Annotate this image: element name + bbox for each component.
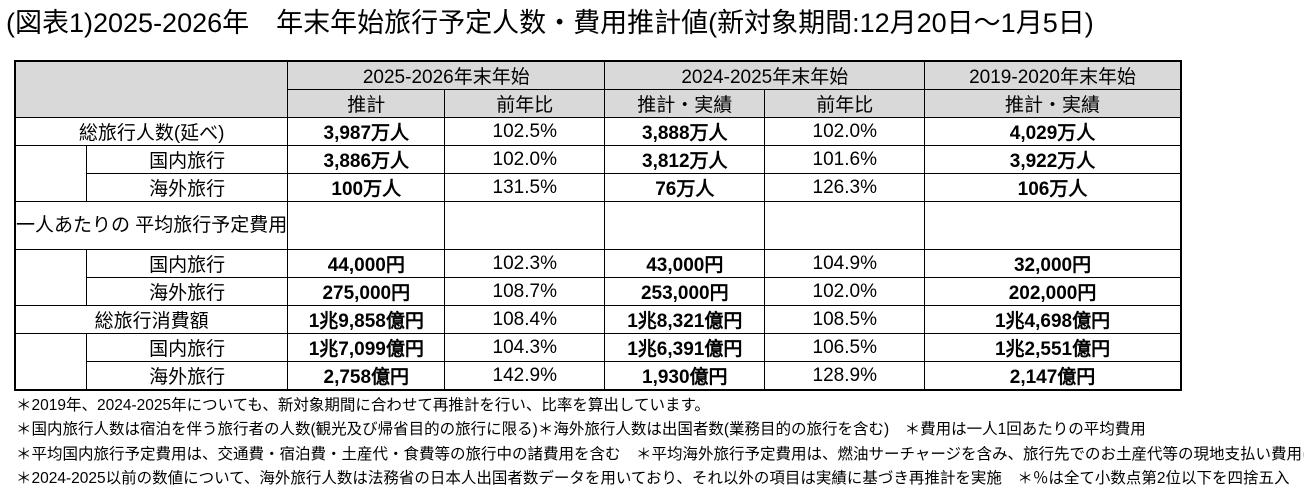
cell-value: 2,758億円 bbox=[287, 361, 446, 391]
cell-value: 76万人 bbox=[604, 173, 766, 202]
cell-value: 3,888万人 bbox=[604, 117, 766, 146]
footnote-2: ＊国内旅行人数は宿泊を伴う旅行者の人数(観光及び帰省目的の旅行に限る)＊海外旅行… bbox=[16, 421, 1146, 439]
cell-value: 1,930億円 bbox=[604, 361, 766, 391]
row-label: 国内旅行 bbox=[86, 145, 289, 174]
cell-value bbox=[764, 201, 926, 250]
col-group-2025-2026: 2025-2026年末年始 bbox=[287, 60, 606, 90]
travel-estimates-table: 2025-2026年末年始 2024-2025年末年始 2019-2020年末年… bbox=[14, 60, 1182, 391]
row-label: 海外旅行 bbox=[86, 361, 289, 391]
table-row-overseas-travelers: 海外旅行 100万人 131.5% 76万人 126.3% 106万人 bbox=[15, 173, 1182, 202]
row-label: 総旅行消費額 bbox=[14, 305, 289, 334]
row-label: 海外旅行 bbox=[86, 173, 289, 202]
table-row-domestic-consumption: 国内旅行 1兆7,099億円 104.3% 1兆6,391億円 106.5% 1… bbox=[14, 333, 1182, 391]
col-group-2024-2025: 2024-2025年末年始 bbox=[604, 60, 926, 90]
cell-value: 100万人 bbox=[287, 173, 446, 202]
table-row-total-consumption: 総旅行消費額 1兆9,858億円 108.4% 1兆8,321億円 108.5%… bbox=[14, 305, 1182, 334]
cell-value: 104.3% bbox=[444, 333, 606, 362]
cell-value: 108.7% bbox=[444, 277, 606, 306]
cell-value: 128.9% bbox=[764, 361, 926, 391]
cell-value: 275,000円 bbox=[287, 277, 446, 306]
table-row-overseas-avg-cost: 海外旅行 275,000円 108.7% 253,000円 102.0% 202… bbox=[15, 277, 1182, 306]
subheader-estimate-actual: 推計・実績 bbox=[604, 89, 766, 118]
cell-value: 44,000円 bbox=[287, 249, 446, 278]
row-label: 海外旅行 bbox=[86, 277, 289, 306]
indent-cell bbox=[14, 249, 88, 306]
cell-value: 108.4% bbox=[444, 305, 606, 334]
cell-value bbox=[287, 201, 446, 250]
table-row-total-travelers: 総旅行人数(延べ) 3,987万人 102.5% 3,888万人 102.0% … bbox=[14, 117, 1182, 146]
cell-value: 3,812万人 bbox=[604, 145, 766, 174]
cell-value: 1兆6,391億円 bbox=[604, 333, 766, 362]
cell-value: 1兆9,858億円 bbox=[287, 305, 446, 334]
cell-value: 102.0% bbox=[764, 117, 926, 146]
cell-value: 131.5% bbox=[444, 173, 606, 202]
cell-value: 102.3% bbox=[444, 249, 606, 278]
row-label: 一人あたりの 平均旅行予定費用 bbox=[14, 201, 289, 250]
subheader-yoy-2: 前年比 bbox=[764, 89, 926, 118]
cell-value: 202,000円 bbox=[924, 277, 1182, 306]
cell-value: 108.5% bbox=[764, 305, 926, 334]
footnotes: ＊2019年、2024-2025年についても、新対象期間に合わせて再推計を行い、… bbox=[16, 394, 1304, 491]
row-label: 国内旅行 bbox=[86, 333, 289, 362]
subheader-yoy: 前年比 bbox=[444, 89, 606, 118]
cell-value: 1兆8,321億円 bbox=[604, 305, 766, 334]
cell-value: 102.5% bbox=[444, 117, 606, 146]
indent-cell bbox=[14, 333, 88, 391]
cell-value: 142.9% bbox=[444, 361, 606, 391]
footnote-1: ＊2019年、2024-2025年についても、新対象期間に合わせて再推計を行い、… bbox=[16, 397, 710, 414]
cell-value: 101.6% bbox=[764, 145, 926, 174]
footnote-4: ＊2024-2025以前の数値について、海外旅行人数は法務省の日本人出国者数デー… bbox=[16, 469, 1290, 487]
cell-value: 3,987万人 bbox=[287, 117, 446, 146]
cell-value bbox=[604, 201, 766, 250]
figure-title: (図表1)2025-2026年 年末年始旅行予定人数・費用推計値(新対象期間:1… bbox=[6, 8, 1094, 38]
cell-value: 106.5% bbox=[764, 333, 926, 362]
table-row-domestic-travelers: 国内旅行 3,886万人 102.0% 3,812万人 101.6% 3,922… bbox=[14, 145, 1182, 202]
cell-value: 2,147億円 bbox=[924, 361, 1182, 391]
cell-value: 3,922万人 bbox=[924, 145, 1182, 174]
header-sub-row: 推計 前年比 推計・実績 前年比 推計・実績 bbox=[15, 89, 1182, 118]
header-group-row: 2025-2026年末年始 2024-2025年末年始 2019-2020年末年… bbox=[14, 60, 1182, 118]
cell-value: 4,029万人 bbox=[924, 117, 1182, 146]
cell-value: 104.9% bbox=[764, 249, 926, 278]
subheader-estimate-actual-2019: 推計・実績 bbox=[924, 89, 1182, 118]
cell-value: 102.0% bbox=[764, 277, 926, 306]
cell-value bbox=[924, 201, 1182, 250]
cell-value: 1兆4,698億円 bbox=[924, 305, 1182, 334]
cell-value: 1兆2,551億円 bbox=[924, 333, 1182, 362]
cell-value: 32,000円 bbox=[924, 249, 1182, 278]
table-row-avg-cost-header: 一人あたりの 平均旅行予定費用 bbox=[14, 201, 1182, 250]
corner-cell bbox=[14, 60, 289, 118]
row-label: 国内旅行 bbox=[86, 249, 289, 278]
cell-value: 106万人 bbox=[924, 173, 1182, 202]
cell-value bbox=[444, 201, 606, 250]
cell-value: 43,000円 bbox=[604, 249, 766, 278]
cell-value: 102.0% bbox=[444, 145, 606, 174]
cell-value: 253,000円 bbox=[604, 277, 766, 306]
row-label: 総旅行人数(延べ) bbox=[14, 117, 289, 146]
footnote-3: ＊平均国内旅行予定費用は、交通費・宿泊費・土産代・食費等の旅行中の諸費用を含む … bbox=[16, 445, 1304, 463]
cell-value: 126.3% bbox=[764, 173, 926, 202]
cell-value: 3,886万人 bbox=[287, 145, 446, 174]
table-row-overseas-consumption: 海外旅行 2,758億円 142.9% 1,930億円 128.9% 2,147… bbox=[15, 361, 1182, 391]
col-group-2019-2020: 2019-2020年末年始 bbox=[924, 60, 1182, 90]
cell-value: 1兆7,099億円 bbox=[287, 333, 446, 362]
subheader-estimate: 推計 bbox=[287, 89, 446, 118]
table-row-domestic-avg-cost: 国内旅行 44,000円 102.3% 43,000円 104.9% 32,00… bbox=[14, 249, 1182, 306]
indent-cell bbox=[14, 145, 88, 202]
